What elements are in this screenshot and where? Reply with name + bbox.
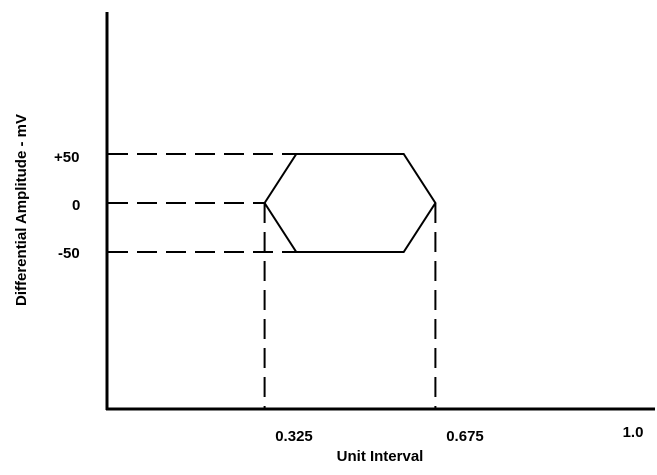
y-tick-label-plus-50: +50 — [54, 149, 79, 166]
y-tick-label-0: 0 — [72, 197, 80, 214]
x-tick-label-0675: 0.675 — [446, 428, 484, 445]
x-axis-title: Unit Interval — [337, 448, 424, 465]
x-tick-label-1-0: 1.0 — [623, 424, 644, 441]
y-axis-title: Differential Amplitude - mV — [13, 114, 30, 306]
eye-mask-polygon — [263, 153, 437, 253]
guide-lines — [108, 153, 437, 408]
x-tick-label-0325: 0.325 — [275, 428, 313, 445]
y-tick-label-minus-50: -50 — [58, 245, 80, 262]
